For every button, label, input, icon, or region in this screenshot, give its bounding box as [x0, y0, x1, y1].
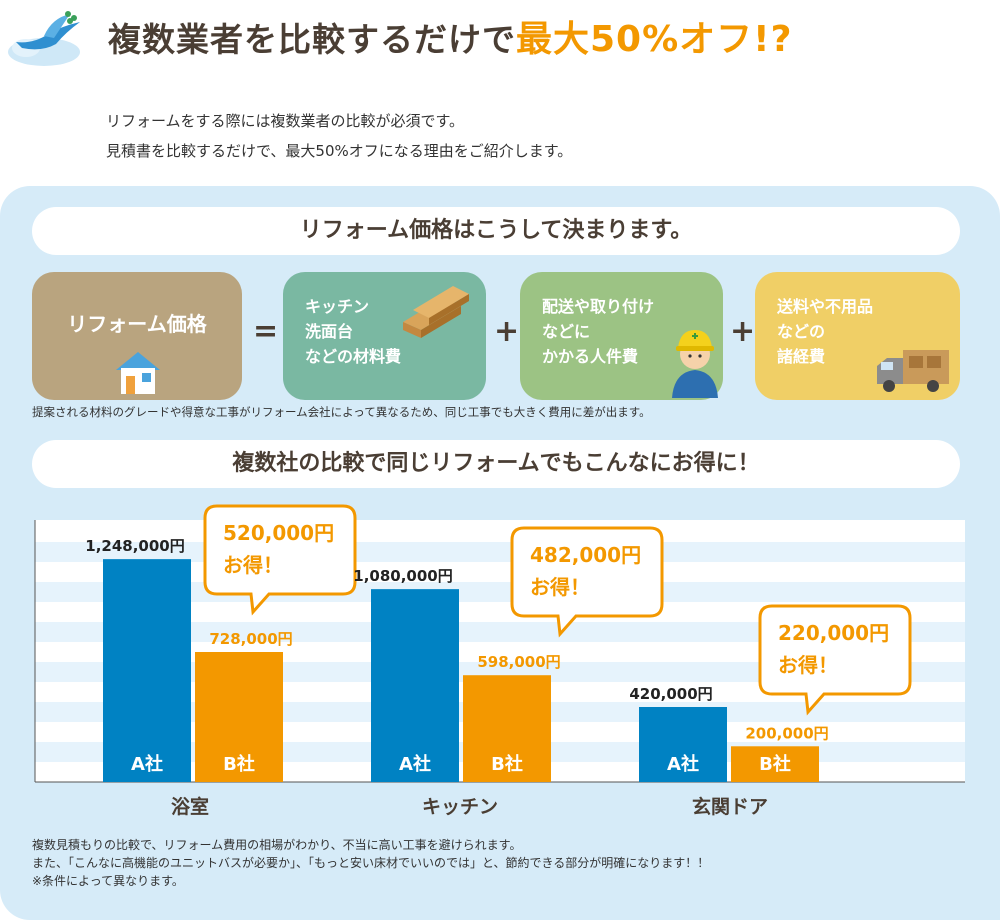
material-line: 洗面台 [305, 322, 354, 341]
savings-callout [758, 604, 912, 716]
bar-company-label: B社 [491, 753, 523, 775]
bar-value-label: 1,248,000円 [85, 537, 184, 555]
savings-amount: 220,000円 [778, 621, 889, 645]
reform-price-box: リフォーム価格 [32, 272, 242, 400]
bar-value-label: 1,080,000円 [353, 567, 452, 585]
bar-company-label: A社 [131, 753, 163, 775]
headline-text: 複数業者を比較するだけで [108, 20, 516, 59]
labor-line: かかる人件費 [542, 347, 639, 366]
bar-value-label: 420,000円 [629, 685, 712, 703]
bar-company-a [103, 559, 191, 782]
footnote-line: 複数見積もりの比較で、リフォーム費用の相場がわかり、不当に高い工事を避けられます… [32, 838, 522, 852]
misc-line: などの [777, 322, 826, 341]
plus-sign: + [494, 314, 520, 349]
category-bathroom: 浴室 [170, 796, 209, 818]
savings-callout [203, 504, 357, 616]
compare-section-title: 複数社の比較で同じリフォームでもこんなにお得に！ [32, 440, 960, 488]
bar-company-a [639, 707, 727, 782]
intro-line: リフォームをする際には複数業者の比較が必須です。 [106, 112, 465, 130]
intro-text: リフォームをする際には複数業者の比較が必須です。 見積書を比較するだけで、最大5… [106, 106, 572, 166]
category-entrance-door: 玄関ドア [691, 796, 768, 818]
labor-line: などに [542, 322, 591, 341]
lumber-icon [403, 286, 469, 338]
misc-cost-box: 送料や不用品 などの 諸経費 [755, 272, 960, 400]
bar-value-label: 200,000円 [745, 724, 828, 742]
grid-stripe [35, 622, 965, 642]
savings-text: お得！ [778, 653, 838, 677]
plus-sign: + [730, 314, 756, 349]
worker-icon [672, 330, 718, 398]
labor-cost-text: 配送や取り付け などに かかる人件費 [542, 294, 654, 369]
footnote-line: ※条件によって異なります。 [32, 874, 184, 888]
bar-company-a [371, 589, 459, 782]
savings-text: お得！ [530, 575, 590, 599]
misc-line: 送料や不用品 [777, 297, 874, 316]
equals-sign: = [253, 314, 279, 349]
price-note: 提案される材料のグレードや得意な工事がリフォーム会社によって異なるため、同じ工事… [32, 405, 651, 419]
bar-company-label: B社 [223, 753, 255, 775]
footnote-line: また、「こんなに高機能のユニットバスが必要か」、「もっと安い床材でいいのでは」と… [32, 856, 710, 870]
labor-cost-box: 配送や取り付け などに かかる人件費 [520, 272, 723, 400]
price-section-title: リフォーム価格はこうして決まります。 [32, 207, 960, 255]
bar-company-label: B社 [759, 753, 791, 775]
category-kitchen: キッチン [421, 796, 498, 818]
bar-company-label: A社 [667, 753, 699, 775]
house-icon [116, 352, 160, 394]
material-cost-text: キッチン 洗面台 などの材料費 [305, 294, 401, 369]
reform-price-label: リフォーム価格 [67, 312, 207, 336]
headline-highlight: 最大50%オフ!? [516, 19, 793, 60]
bird-logo-icon [8, 11, 80, 66]
material-line: などの材料費 [305, 347, 402, 366]
intro-line: 見積書を比較するだけで、最大50%オフになる理由をご紹介します。 [106, 142, 573, 160]
material-line: キッチン [305, 297, 370, 316]
bar-value-label: 728,000円 [209, 630, 292, 648]
bar-company-b [731, 746, 819, 782]
labor-line: 配送や取り付け [542, 297, 655, 316]
page-header: 複数業者を比較するだけで最大50%オフ!? [0, 0, 1000, 90]
bar-company-b [195, 652, 283, 782]
misc-line: 諸経費 [777, 347, 826, 366]
misc-cost-text: 送料や不用品 などの 諸経費 [777, 294, 873, 369]
savings-text: お得！ [223, 553, 283, 577]
bar-company-label: A社 [399, 753, 431, 775]
savings-amount: 520,000円 [223, 521, 334, 545]
savings-amount: 482,000円 [530, 543, 641, 567]
bar-company-b [463, 675, 551, 782]
price-comparison-chart: A社1,248,000円B社728,000円520,000円お得！A社1,080… [34, 504, 965, 783]
footnote-block: 複数見積もりの比較で、リフォーム費用の相場がわかり、不当に高い工事を避けられます… [32, 836, 709, 890]
page-headline: 複数業者を比較するだけで最大50%オフ!? [108, 10, 792, 62]
truck-icon [877, 350, 949, 392]
material-cost-box: キッチン 洗面台 などの材料費 [283, 272, 486, 400]
bar-value-label: 598,000円 [477, 653, 560, 671]
savings-callout [510, 526, 664, 638]
